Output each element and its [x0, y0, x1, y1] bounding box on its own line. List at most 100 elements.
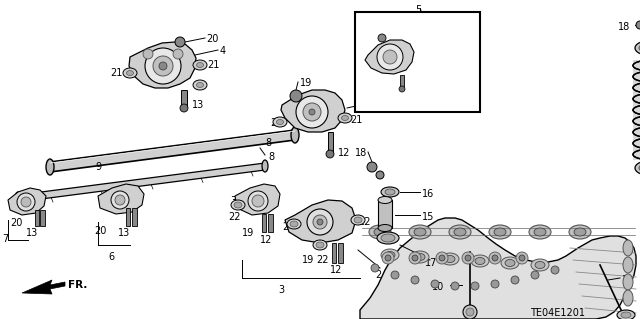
Ellipse shape [369, 225, 391, 239]
Circle shape [492, 255, 498, 261]
Bar [378, 200, 392, 228]
Circle shape [313, 215, 327, 229]
Bar [40, 210, 45, 226]
Ellipse shape [574, 228, 586, 236]
Ellipse shape [621, 312, 631, 318]
Text: 20: 20 [10, 218, 22, 228]
Circle shape [17, 193, 35, 211]
Ellipse shape [501, 257, 519, 269]
Circle shape [436, 252, 448, 264]
Circle shape [399, 86, 405, 92]
Bar [181, 90, 187, 108]
Circle shape [511, 276, 519, 284]
Ellipse shape [15, 192, 21, 204]
Ellipse shape [409, 225, 431, 239]
Circle shape [382, 252, 394, 264]
Text: 22: 22 [282, 222, 294, 232]
Circle shape [376, 171, 384, 179]
Ellipse shape [262, 160, 268, 172]
Text: 22: 22 [358, 217, 371, 227]
Circle shape [296, 96, 328, 128]
Ellipse shape [623, 240, 633, 256]
Ellipse shape [635, 161, 640, 175]
Bar [400, 75, 404, 89]
Ellipse shape [529, 225, 551, 239]
Ellipse shape [123, 68, 137, 78]
Ellipse shape [374, 228, 386, 236]
Ellipse shape [471, 255, 489, 267]
Text: 4: 4 [220, 46, 226, 56]
Ellipse shape [385, 251, 395, 258]
Text: 6: 6 [108, 252, 114, 262]
Text: 3: 3 [278, 285, 284, 295]
Polygon shape [18, 163, 265, 202]
Text: 21: 21 [350, 115, 362, 125]
Text: 19: 19 [242, 228, 254, 238]
Ellipse shape [290, 221, 298, 227]
Ellipse shape [449, 225, 471, 239]
Text: 21: 21 [207, 60, 220, 70]
Text: 15: 15 [422, 212, 435, 222]
Ellipse shape [377, 232, 399, 244]
Bar [268, 214, 273, 232]
Text: 20: 20 [206, 34, 218, 44]
Text: 1: 1 [367, 101, 373, 111]
Text: 13: 13 [420, 92, 432, 102]
Circle shape [115, 195, 125, 205]
Ellipse shape [313, 240, 327, 250]
Bar [35, 210, 39, 226]
Ellipse shape [381, 187, 399, 197]
Polygon shape [22, 280, 65, 294]
Ellipse shape [569, 225, 591, 239]
Ellipse shape [445, 256, 455, 263]
Circle shape [451, 282, 459, 290]
Circle shape [531, 271, 539, 279]
Circle shape [159, 62, 167, 70]
Text: 3: 3 [230, 196, 236, 206]
Ellipse shape [494, 228, 506, 236]
Text: 5: 5 [415, 5, 421, 15]
Polygon shape [50, 130, 295, 172]
Polygon shape [281, 90, 345, 132]
Circle shape [385, 255, 391, 261]
Text: 9: 9 [95, 162, 101, 172]
Text: 13: 13 [118, 228, 131, 238]
Ellipse shape [441, 253, 459, 265]
Ellipse shape [351, 215, 365, 225]
Ellipse shape [623, 290, 633, 306]
Circle shape [173, 49, 183, 59]
Circle shape [153, 56, 173, 76]
Ellipse shape [234, 202, 242, 208]
Circle shape [307, 209, 333, 235]
Ellipse shape [475, 257, 485, 264]
Text: 12: 12 [330, 265, 342, 275]
Ellipse shape [639, 164, 640, 173]
Ellipse shape [381, 249, 399, 261]
Ellipse shape [46, 159, 54, 175]
Circle shape [309, 109, 315, 115]
Circle shape [471, 282, 479, 290]
Text: 21: 21 [270, 118, 282, 128]
Text: 2: 2 [375, 270, 381, 280]
Circle shape [465, 255, 471, 261]
Ellipse shape [291, 127, 299, 143]
Ellipse shape [378, 197, 392, 204]
Ellipse shape [381, 234, 395, 242]
Ellipse shape [531, 259, 549, 271]
Text: 12: 12 [260, 235, 273, 245]
Text: 7: 7 [2, 234, 8, 244]
Ellipse shape [454, 228, 466, 236]
Ellipse shape [231, 200, 245, 210]
Circle shape [462, 252, 474, 264]
Circle shape [431, 280, 439, 288]
Ellipse shape [385, 189, 395, 195]
Ellipse shape [273, 117, 287, 127]
Text: 19: 19 [302, 255, 314, 265]
Bar [332, 243, 336, 263]
Text: 13: 13 [192, 100, 204, 110]
Circle shape [516, 252, 528, 264]
Ellipse shape [338, 113, 352, 123]
Ellipse shape [617, 310, 635, 319]
Circle shape [519, 255, 525, 261]
Text: 1: 1 [355, 102, 361, 112]
